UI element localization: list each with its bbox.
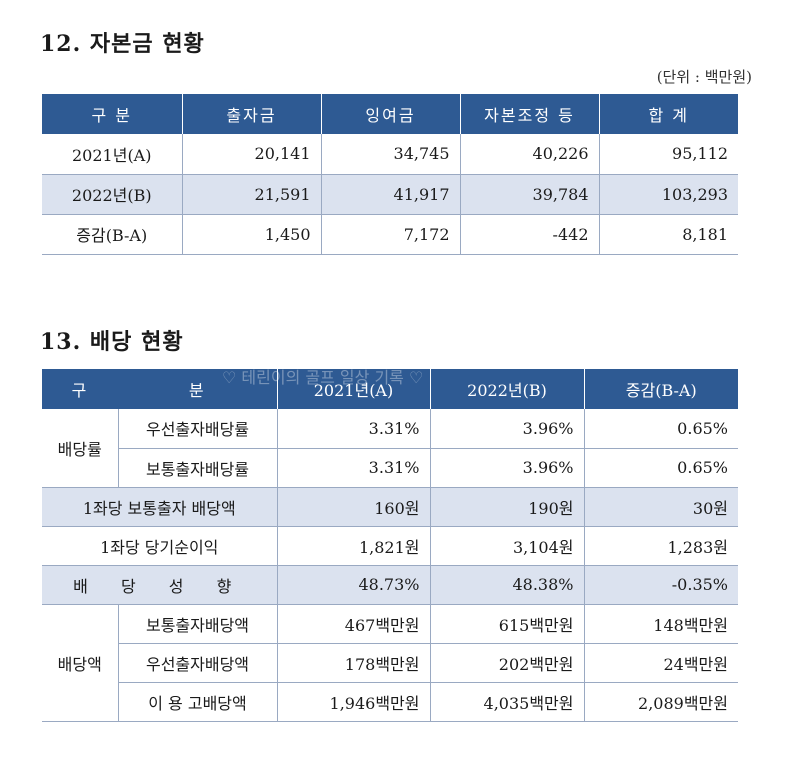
header-2021: 2021년(A) [276,369,430,409]
cell-value: 24백만원 [583,643,738,683]
cell-value: 1,283원 [583,526,738,566]
cell-value: 148백만원 [583,604,738,644]
cell-value: 0.65% [583,448,738,488]
table-row: 1좌당 당기순이익 1,821원 3,104원 1,283원 [42,526,738,566]
row-label: 1좌당 보통출자 배당액 [42,487,277,527]
section-12-title: 12. 자본금 현황 [40,31,205,57]
cell-value: 20,141 [181,134,321,175]
table-row: 증감(B-A) 1,450 7,172 -442 8,181 [42,214,738,255]
section-13-title: 13. 배당 현황 [40,329,184,355]
table-row: 배 당 성 향 48.73% 48.38% -0.35% [42,565,738,605]
row-label: 2022년(B) [42,174,182,215]
row-label: 보통출자배당률 [117,448,277,488]
row-label: 1좌당 당기순이익 [42,526,277,566]
cell-value: 1,821원 [276,526,430,566]
cell-value: 48.73% [276,565,430,605]
cell-value: 3.31% [276,448,430,488]
cell-value: 1,946백만원 [276,682,430,722]
header-total: 합 계 [598,94,738,134]
capital-table: 구 분 출자금 잉여금 자본조정 등 합 계 2021년(A) 20,141 3… [42,94,738,255]
row-label: 우선출자배당액 [117,643,277,683]
row-label: 우선출자배당률 [117,409,277,449]
dividend-table: 구 분 2021년(A) 2022년(B) 증감(B-A) 배당률 우선출자배당… [42,369,738,722]
header-capital: 출자금 [181,94,321,134]
cell-value: 615백만원 [429,604,584,644]
cell-value: 41,917 [320,174,460,215]
header-surplus: 잉여금 [320,94,460,134]
group-label-dividend-amount: 배당액 [42,604,118,722]
cell-value: -0.35% [583,565,738,605]
table-header-row: 구 분 출자금 잉여금 자본조정 등 합 계 [42,94,738,134]
row-label: 이 용 고배당액 [117,682,277,722]
cell-value: 40,226 [459,134,599,175]
table-row: 이 용 고배당액 1,946백만원 4,035백만원 2,089백만원 [42,682,738,722]
table-row: 1좌당 보통출자 배당액 160원 190원 30원 [42,487,738,527]
header-change: 증감(B-A) [583,369,738,409]
cell-value: 3.96% [429,448,584,488]
header-category: 구 분 [42,94,182,134]
cell-value: 8,181 [598,214,738,255]
cell-value: 3.31% [276,409,430,449]
cell-value: 190원 [429,487,584,527]
table-row: 2021년(A) 20,141 34,745 40,226 95,112 [42,134,738,175]
header-adjustment: 자본조정 등 [459,94,599,134]
cell-value: 178백만원 [276,643,430,683]
cell-value: 21,591 [181,174,321,215]
cell-value: 48.38% [429,565,584,605]
cell-value: 0.65% [583,409,738,449]
cell-value: 1,450 [181,214,321,255]
row-label: 증감(B-A) [42,214,182,255]
cell-value: 467백만원 [276,604,430,644]
cell-value: 39,784 [459,174,599,215]
cell-value: 103,293 [598,174,738,215]
group-label-dividend-rate: 배당률 [42,409,118,488]
row-label: 2021년(A) [42,134,182,175]
table-header-row: 구 분 2021년(A) 2022년(B) 증감(B-A) [42,369,738,409]
table-row: 배당률 우선출자배당률 3.31% 3.96% 0.65% [42,409,738,488]
cell-value: 95,112 [598,134,738,175]
cell-value: 30원 [583,487,738,527]
cell-value: 2,089백만원 [583,682,738,722]
header-category-a: 구 [42,369,118,409]
table-row: 보통출자배당률 3.31% 3.96% 0.65% [42,448,738,488]
cell-value: 34,745 [320,134,460,175]
unit-label: (단위 : 백만원) [656,68,752,86]
cell-value: 7,172 [320,214,460,255]
table-row: 배당액 보통출자배당액 467백만원 615백만원 148백만원 [42,604,738,722]
row-label: 보통출자배당액 [117,604,277,644]
header-2022: 2022년(B) [429,369,584,409]
cell-value: 3,104원 [429,526,584,566]
cell-value: 4,035백만원 [429,682,584,722]
table-row: 우선출자배당액 178백만원 202백만원 24백만원 [42,643,738,683]
row-label: 배 당 성 향 [42,565,277,605]
header-category-b: 분 [118,369,277,409]
cell-value: -442 [459,214,599,255]
cell-value: 202백만원 [429,643,584,683]
cell-value: 160원 [276,487,430,527]
cell-value: 3.96% [429,409,584,449]
table-row: 2022년(B) 21,591 41,917 39,784 103,293 [42,174,738,215]
